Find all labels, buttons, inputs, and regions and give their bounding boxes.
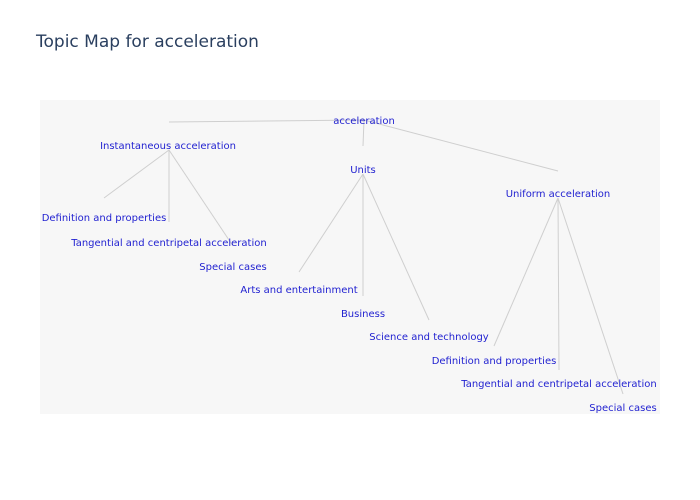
node-label-units-bus: Business [341,309,385,320]
edge-root-unif [363,119,559,172]
plot-area [40,100,660,414]
edge-inst-inst-def [103,149,170,199]
edge-root-units [362,119,365,147]
node-label-inst: Instantaneous acceleration [100,141,236,152]
edge-unif-unif-def [493,197,559,347]
node-label-inst-def: Definition and properties [42,213,167,224]
node-label-units: Units [350,165,376,176]
node-label-inst-spec: Special cases [199,262,266,273]
node-label-root: acceleration [333,116,395,127]
node-label-inst-tan: Tangential and centripetal acceleration [70,238,266,249]
edge-root-inst [168,119,365,123]
node-label-unif-spec: Special cases [589,403,656,414]
edge-units-units-sci [362,173,430,321]
node-label-unif-tan: Tangential and centripetal acceleration [460,379,656,390]
node-label-unif-def: Definition and properties [432,356,557,367]
node-label-unif: Uniform acceleration [506,189,611,200]
edge-units-units-arts [298,173,364,273]
node-label-units-arts: Arts and entertainment [240,285,357,296]
edge-unif-unif-spec [557,197,624,395]
node-label-units-sci: Science and technology [369,332,489,343]
edge-inst-inst-spec [168,149,234,247]
chart-title: Topic Map for acceleration [36,32,259,52]
edge-unif-unif-tan [557,197,560,371]
